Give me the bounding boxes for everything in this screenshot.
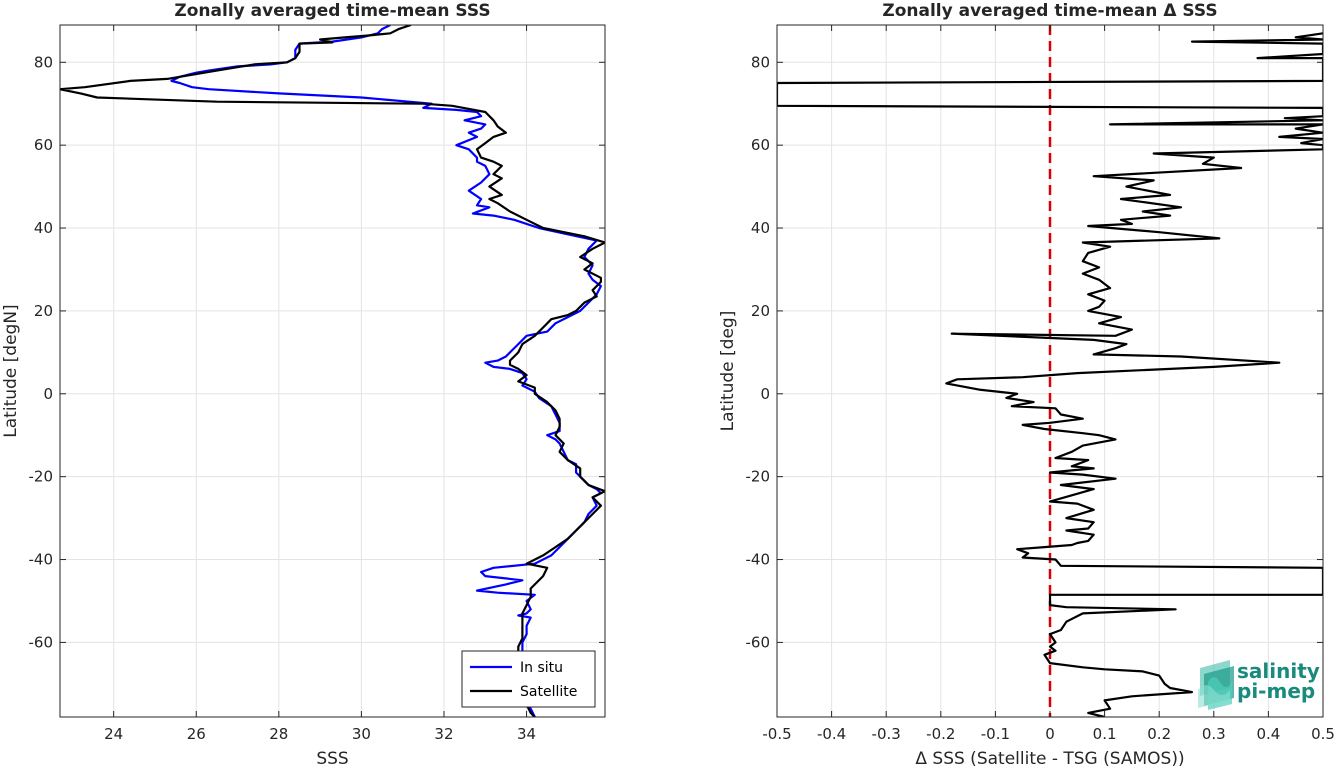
chart-title: Zonally averaged time-mean Δ SSS: [882, 1, 1217, 21]
y-axis-label: Latitude [degN]: [1, 304, 21, 437]
x-tick-label: 0.3: [1202, 725, 1226, 743]
x-tick-label: -0.1: [981, 725, 1010, 743]
left-panel: 24 26 28 30 32 34 -60 -40 -20 0 20 40 60 80 Zonally av…: [1, 1, 606, 769]
y-tick-label: 80: [751, 53, 770, 71]
x-tick-label: 24: [104, 725, 123, 743]
x-tick-label: -0.4: [817, 725, 846, 743]
x-axis-label: SSS: [316, 749, 348, 769]
x-tick-label: 0: [1045, 725, 1055, 743]
y-tick-label: 20: [751, 302, 770, 320]
legend-entry: Satellite: [520, 684, 577, 700]
legend: In situ Satellite: [461, 650, 596, 708]
x-tick-label: 0.1: [1093, 725, 1117, 743]
logo-line1: salinity: [1237, 659, 1320, 683]
y-tick-label: 20: [34, 302, 53, 320]
series-line-0: [777, 32, 1323, 717]
x-axis-label: Δ SSS (Satellite - TSG (SAMOS)): [915, 749, 1184, 769]
x-tick-label: 0.2: [1147, 725, 1171, 743]
y-tick-label: 0: [43, 385, 53, 403]
chart-title: Zonally averaged time-mean SSS: [174, 1, 490, 21]
x-tick-label: -0.3: [872, 725, 901, 743]
y-tick-label: 40: [34, 219, 53, 237]
x-tick-label: 28: [269, 725, 288, 743]
x-tick-label: 34: [517, 725, 536, 743]
x-tick-label: 32: [434, 725, 453, 743]
x-tick-label: -0.5: [762, 725, 791, 743]
y-tick-label: -20: [29, 468, 54, 486]
y-tick-label: -60: [746, 633, 771, 651]
y-tick-label: -40: [746, 551, 771, 569]
legend-entry: In situ: [520, 660, 563, 676]
right-panel: -0.5 -0.4 -0.3 -0.2 -0.1 0 0.1 0.2 0.3 0.4 0.5 -60 -…: [718, 1, 1335, 769]
y-tick-label: -40: [29, 551, 54, 569]
x-tick-label: 30: [352, 725, 371, 743]
x-tick-label: -0.2: [926, 725, 955, 743]
series-line-satellite: [60, 25, 605, 717]
y-axis-label: Latitude [deg]: [718, 311, 738, 432]
y-tick-label: 40: [751, 219, 770, 237]
x-tick-label: 0.5: [1311, 725, 1335, 743]
legend-box: [461, 650, 596, 708]
y-tick-label: 0: [760, 385, 770, 403]
y-tick-label: -20: [746, 468, 771, 486]
salinity-pi-mep-logo: salinity pi-mep: [1198, 659, 1320, 710]
x-tick-label: 0.4: [1256, 725, 1280, 743]
logo-line2: pi-mep: [1237, 679, 1315, 703]
y-tick-label: -60: [29, 633, 54, 651]
x-tick-label: 26: [187, 725, 206, 743]
y-tick-label: 80: [34, 53, 53, 71]
axes-box: [59, 24, 606, 718]
y-tick-label: 60: [751, 136, 770, 154]
y-tick-label: 60: [34, 136, 53, 154]
